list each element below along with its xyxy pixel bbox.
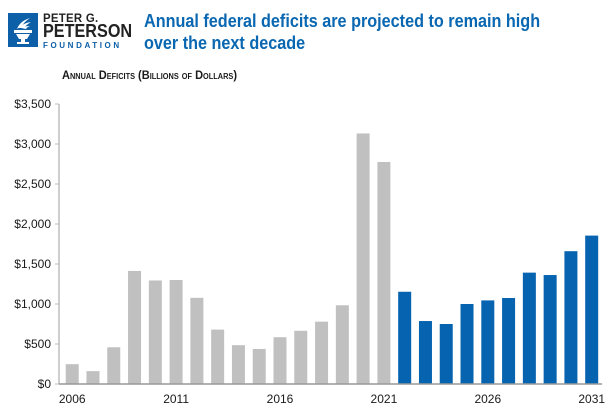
bar-2021 — [377, 162, 391, 384]
brand-line-1: PETER G. — [43, 11, 99, 25]
y-tick-label: $3,000 — [14, 137, 51, 151]
bar-2019 — [335, 305, 349, 384]
x-tick-label: 2006 — [59, 392, 86, 406]
bar-2007 — [86, 371, 100, 384]
y-tick-label: $3,500 — [14, 97, 51, 111]
y-tick-label: $0 — [38, 377, 52, 391]
bar-2011 — [169, 280, 183, 384]
x-tick-label: 2031 — [578, 392, 605, 406]
y-tick-label: $2,000 — [14, 217, 51, 231]
bar-2008 — [107, 347, 121, 384]
x-tick-label: 2011 — [163, 392, 189, 406]
bars — [65, 133, 599, 384]
torch-icon — [14, 18, 32, 44]
bar-2023 — [418, 321, 432, 384]
bar-2010 — [148, 280, 162, 384]
bar-2017 — [294, 330, 308, 384]
bar-2014 — [231, 345, 245, 384]
bar-2025 — [460, 304, 474, 384]
x-tick-label: 2026 — [474, 392, 501, 406]
bar-2006 — [65, 364, 79, 384]
bar-2012 — [190, 297, 204, 384]
x-tick-label: 2016 — [267, 392, 294, 406]
y-axis: $0 $500 $1,000 $1,500 $2,000 $2,500 $3,000 $3,5… — [14, 97, 60, 391]
x-axis: 2006 2011 2016 2021 2026 2031 — [59, 383, 605, 406]
bar-2031 — [585, 235, 599, 384]
bar-2009 — [128, 270, 142, 384]
bar-2013 — [211, 329, 225, 384]
brand-line-3: FOUNDATION — [43, 41, 122, 50]
bar-2027 — [502, 298, 516, 384]
bar-2020 — [356, 133, 370, 384]
bar-2024 — [439, 324, 453, 384]
bar-2030 — [564, 251, 578, 384]
bar-2015 — [252, 348, 266, 384]
bar-2028 — [522, 272, 536, 384]
y-tick-label: $1,000 — [14, 297, 51, 311]
logo-mark — [8, 13, 38, 47]
y-tick-label: $1,500 — [14, 257, 51, 271]
bar-2016 — [273, 337, 287, 384]
y-tick-label: $2,500 — [14, 177, 51, 191]
bar-2022 — [398, 291, 412, 384]
y-tick-label: $500 — [24, 337, 51, 351]
x-tick-label: 2021 — [371, 392, 398, 406]
brand-line-2: PETERSON — [43, 21, 133, 41]
bar-2029 — [543, 275, 557, 384]
bar-2026 — [481, 300, 495, 384]
chart-subtitle: Annual Deficits (Billions of Dollars) — [62, 68, 238, 82]
bar-2018 — [315, 321, 329, 384]
chart-title: Annual federal deficits are projected to… — [144, 11, 541, 53]
